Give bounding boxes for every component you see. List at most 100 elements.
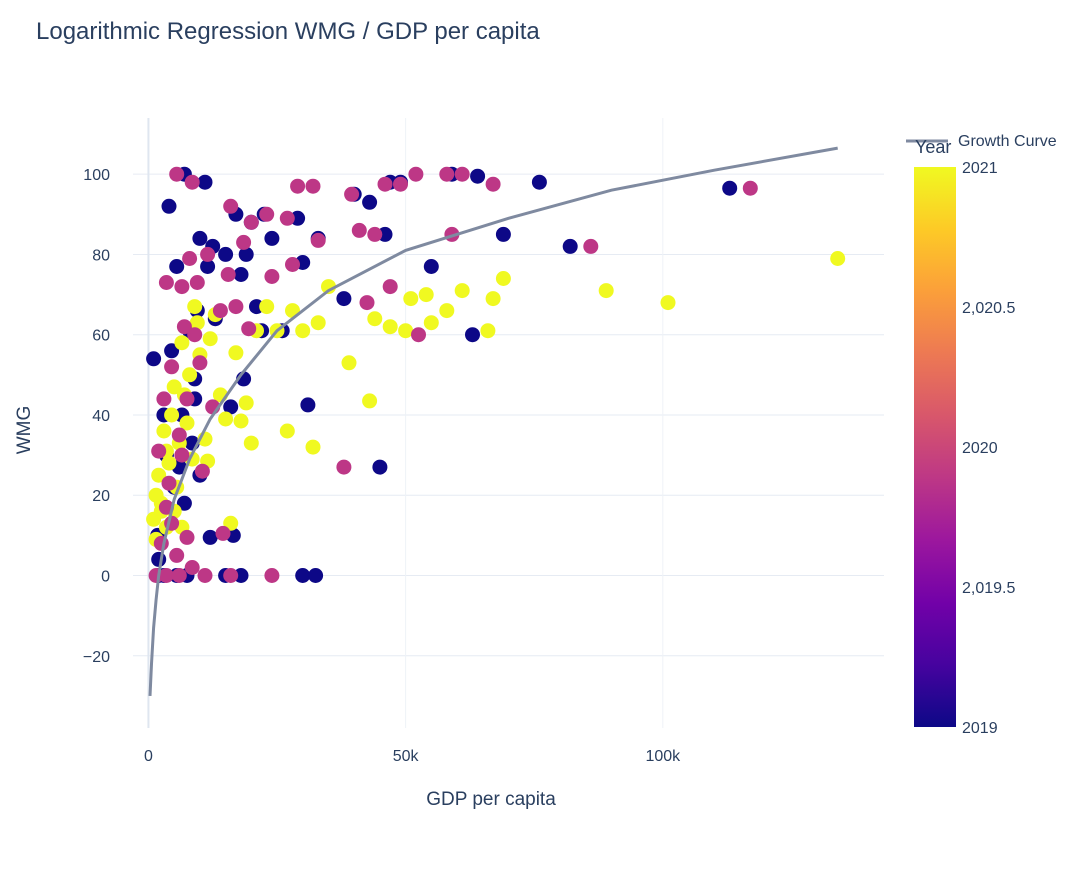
scatter-point-2021 [382, 319, 398, 335]
scatter-point-2019 [470, 168, 486, 184]
scatter-point-2021 [164, 407, 180, 423]
scatter-point-2021 [439, 303, 455, 319]
scatter-point-2019 [169, 259, 185, 274]
scatter-point-2020 [367, 226, 383, 242]
scatter-point-2021 [341, 355, 357, 371]
x-axis-title: GDP per capita [426, 789, 556, 810]
scatter-point-2020 [454, 166, 470, 182]
scatter-point-2020 [158, 275, 174, 290]
scatter-point-2021 [598, 283, 614, 299]
scatter-point-2019 [308, 568, 324, 583]
scatter-point-2021 [233, 413, 249, 429]
scatter-point-2020 [223, 198, 239, 214]
colorbar-tick-label: 2021 [962, 160, 998, 177]
colorbar-gradient [914, 167, 956, 727]
x-tick-label: 0 [144, 748, 153, 765]
scatter-point-2021 [398, 323, 414, 339]
scatter-point-2019 [238, 246, 254, 262]
scatter-point-2020 [158, 568, 174, 583]
scatter-point-2021 [202, 331, 218, 347]
scatter-point-2020 [179, 529, 195, 545]
scatter-point-2020 [174, 447, 190, 463]
scatter-point-2019 [531, 174, 547, 190]
scatter-point-2019 [176, 495, 192, 511]
y-tick-label: 0 [101, 569, 110, 586]
chart-title: Logarithmic Regression WMG / GDP per cap… [36, 18, 540, 45]
scatter-point-2021 [218, 411, 234, 427]
scatter-point-2021 [156, 423, 172, 439]
scatter-point-2020 [264, 269, 280, 284]
scatter-point-2020 [359, 295, 375, 311]
y-tick-label: 40 [92, 408, 110, 425]
data-points [146, 166, 846, 583]
scatter-point-2020 [171, 427, 187, 443]
scatter-point-2021 [259, 299, 275, 315]
scatter-point-2019 [151, 551, 167, 567]
scatter-point-2019 [197, 174, 213, 190]
scatter-point-2021 [362, 393, 378, 409]
scatter-point-2020 [161, 475, 177, 491]
colorbar: Year 2021 2,020.5 2020 2,019.5 2019 [914, 137, 1015, 737]
scatter-point-2019 [233, 568, 249, 583]
scatter-point-2021 [166, 379, 182, 395]
scatter-point-2021 [279, 423, 295, 439]
scatter-point-2019 [362, 194, 378, 210]
legend-label[interactable]: Growth Curve [958, 133, 1057, 150]
scatter-point-2019 [218, 246, 234, 262]
scatter-point-2020 [184, 174, 200, 190]
scatter-point-2019 [423, 259, 439, 274]
y-tick-label: −20 [83, 649, 110, 666]
scatter-point-2019 [233, 267, 249, 282]
scatter-point-2020 [182, 251, 198, 266]
scatter-point-2019 [223, 399, 239, 415]
scatter-point-2020 [197, 568, 213, 583]
y-axis-title: WMG [14, 406, 35, 455]
colorbar-title: Year [915, 137, 951, 157]
scatter-point-2021 [485, 291, 501, 307]
colorbar-tick-label: 2,019.5 [962, 580, 1015, 597]
scatter-point-2021 [310, 315, 326, 331]
scatter-point-2020 [164, 359, 180, 375]
scatter-point-2019 [336, 291, 352, 307]
scatter-point-2020 [187, 327, 203, 343]
scatter-point-2020 [408, 166, 424, 182]
scatter-point-2020 [200, 246, 216, 262]
scatter-point-2021 [403, 291, 419, 307]
scatter-point-2020 [192, 355, 208, 371]
scatter-point-2020 [169, 547, 185, 563]
y-tick-label: 80 [92, 247, 110, 264]
x-tick-label: 50k [393, 748, 420, 765]
scatter-point-2020 [179, 391, 195, 407]
scatter-point-2020 [212, 303, 228, 319]
scatter-point-2020 [156, 391, 172, 407]
colorbar-tick-label: 2,020.5 [962, 300, 1015, 317]
scatter-point-2020 [241, 321, 257, 337]
scatter-point-2021 [495, 271, 511, 286]
scatter-point-2020 [264, 568, 280, 583]
scatter-point-2019 [161, 198, 177, 214]
x-tick-label: 100k [645, 748, 681, 765]
scatter-point-2020 [215, 525, 231, 541]
scatter-point-2019 [146, 351, 162, 367]
scatter-point-2020 [223, 568, 239, 583]
scatter-point-2021 [161, 455, 177, 471]
y-tick-label: 60 [92, 328, 110, 345]
scatter-point-2019 [192, 230, 208, 246]
scatter-point-2020 [310, 232, 326, 248]
scatter-point-2020 [228, 299, 244, 315]
scatter-point-2020 [377, 176, 393, 192]
scatter-point-2021 [660, 295, 676, 311]
scatter-point-2019 [562, 238, 578, 254]
scatter-point-2020 [184, 560, 200, 575]
scatter-point-2021 [480, 323, 496, 339]
scatter-point-2020 [351, 222, 367, 238]
scatter-point-2021 [238, 395, 254, 411]
scatter-point-2019 [290, 210, 306, 226]
legend[interactable]: Growth Curve [906, 133, 1057, 150]
scatter-point-2020 [189, 275, 205, 290]
scatter-point-2020 [236, 234, 252, 250]
scatter-point-2020 [583, 238, 599, 254]
scatter-point-2019 [465, 327, 480, 343]
scatter-point-2019 [722, 180, 738, 196]
